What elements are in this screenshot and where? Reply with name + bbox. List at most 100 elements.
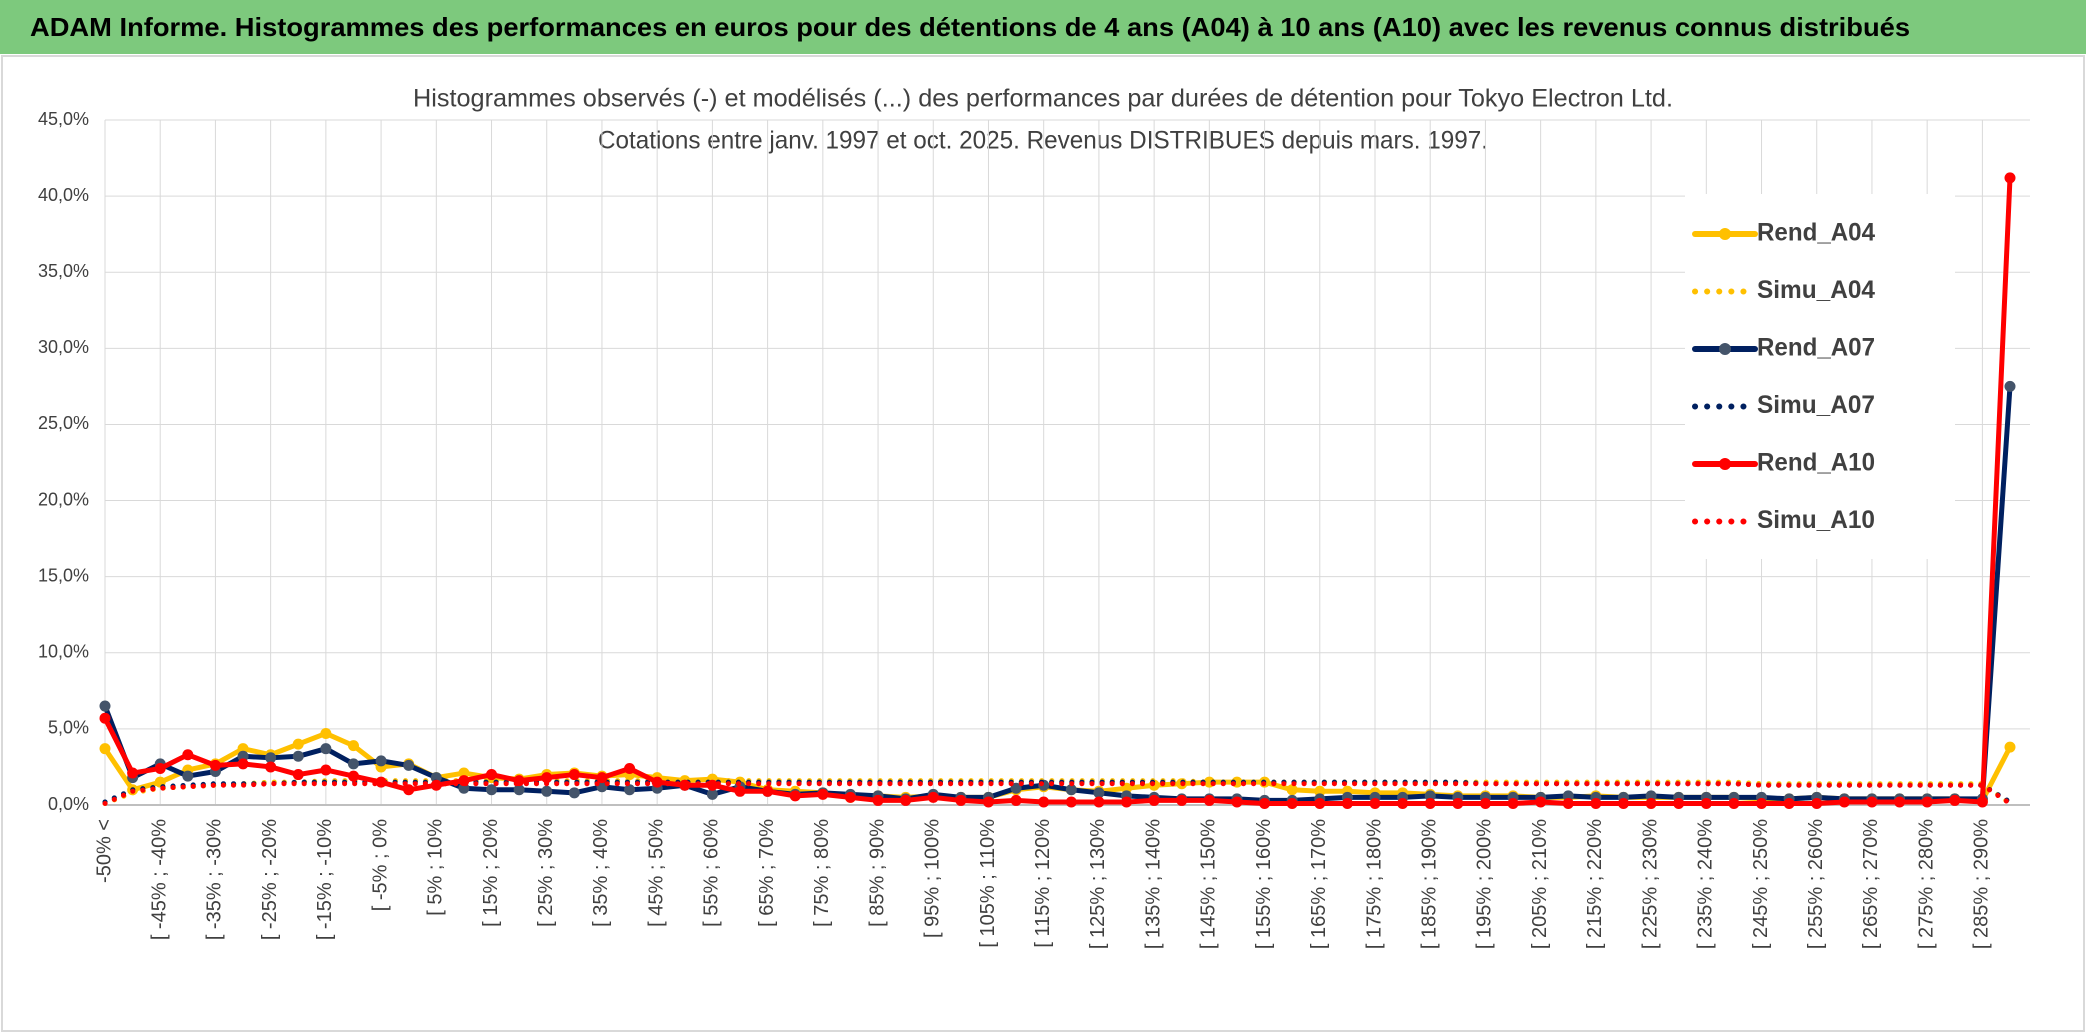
x-tick-label: [ 265% ; 270%	[1860, 819, 1882, 949]
point	[1010, 794, 1022, 806]
point	[182, 749, 194, 761]
point	[1617, 797, 1629, 809]
x-tick-label: [ 185% ; 190%	[1418, 819, 1440, 949]
point	[734, 785, 746, 797]
point	[1259, 797, 1271, 809]
observed-line	[102, 175, 2013, 806]
point	[1894, 796, 1906, 808]
point	[182, 770, 194, 782]
x-tick-label: [ 235% ; 240%	[1695, 819, 1717, 949]
point	[1756, 797, 1768, 809]
point	[486, 784, 498, 796]
x-tick-label: [ 145% ; 150%	[1198, 819, 1220, 949]
x-tick-label: [ 115% ; 120%	[1032, 819, 1054, 948]
point	[568, 787, 580, 799]
point	[1866, 796, 1878, 808]
header-title: ADAM Informe. Histogrammes des performan…	[30, 12, 1910, 42]
x-tick-label: [ 215% ; 220%	[1584, 819, 1606, 949]
legend-label: Rend_A10	[1757, 449, 1875, 477]
point	[127, 767, 139, 779]
x-tick-label: [ 225% ; 230%	[1639, 819, 1661, 949]
point	[1231, 796, 1243, 808]
point	[982, 796, 994, 808]
point	[347, 740, 359, 752]
point	[347, 770, 359, 782]
point	[1976, 796, 1988, 808]
point	[320, 727, 332, 739]
point	[1093, 787, 1105, 799]
x-tick-label: [ 285% ; 290%	[1971, 819, 1993, 949]
point	[1314, 797, 1326, 809]
point	[1369, 797, 1381, 809]
point	[292, 769, 304, 781]
point	[624, 784, 636, 796]
x-tick-label: [ 75% ; 80%	[811, 819, 833, 927]
point	[844, 791, 856, 803]
point	[1673, 797, 1685, 809]
point	[596, 772, 608, 784]
x-tick-label: [ -35% ; -30%	[204, 819, 226, 940]
x-tick-label: [ 95% ; 100%	[922, 819, 944, 938]
point	[403, 784, 415, 796]
point	[1286, 784, 1298, 796]
x-tick-label: [ -15% ; -10%	[314, 819, 336, 940]
x-tick-label: [ 135% ; 140%	[1142, 819, 1164, 949]
legend-box	[1685, 194, 1955, 559]
point	[1286, 797, 1298, 809]
point	[1535, 796, 1547, 808]
y-tick-label: 35,0%	[38, 261, 89, 281]
point	[486, 769, 498, 781]
point	[209, 759, 221, 771]
point	[1341, 797, 1353, 809]
point	[1728, 797, 1740, 809]
point	[1645, 797, 1657, 809]
x-tick-label: [ 255% ; 260%	[1805, 819, 1827, 949]
y-tick-label: 45,0%	[38, 109, 89, 129]
point	[1783, 797, 1795, 809]
point	[817, 788, 829, 800]
point	[541, 785, 553, 797]
point	[99, 743, 111, 755]
point	[403, 759, 415, 771]
point	[1452, 797, 1464, 809]
header-bar	[0, 0, 2086, 54]
x-tick-label: [ 275% ; 280%	[1915, 819, 1937, 949]
y-tick-label: 10,0%	[38, 642, 89, 662]
point	[154, 762, 166, 774]
point	[1038, 796, 1050, 808]
point	[1203, 794, 1215, 806]
x-tick-label: [ -5% ; 0%	[369, 819, 391, 911]
point	[900, 794, 912, 806]
point	[375, 755, 387, 767]
point	[789, 790, 801, 802]
point	[1065, 784, 1077, 796]
point	[347, 758, 359, 770]
x-tick-label: [ -25% ; -20%	[259, 819, 281, 940]
point	[1949, 794, 1961, 806]
point	[1645, 790, 1657, 802]
point	[1838, 796, 1850, 808]
point	[1093, 796, 1105, 808]
x-tick-label: [ 125% ; 130%	[1087, 819, 1109, 949]
point	[1065, 796, 1077, 808]
x-tick-label: [ 15% ; 20%	[480, 819, 502, 927]
point	[2004, 172, 2016, 184]
point	[2004, 380, 2016, 392]
x-tick-label: [ 245% ; 250%	[1750, 819, 1772, 949]
point	[706, 788, 718, 800]
y-tick-label: 5,0%	[48, 718, 89, 738]
point	[237, 743, 249, 755]
point	[237, 758, 249, 770]
x-tick-label: [ 85% ; 90%	[866, 819, 888, 927]
point	[1479, 797, 1491, 809]
chart-border	[1, 55, 2085, 1032]
point	[1921, 796, 1933, 808]
observed-line	[102, 383, 2013, 803]
point	[265, 761, 277, 773]
point	[1424, 790, 1436, 802]
point	[1562, 797, 1574, 809]
point	[513, 784, 525, 796]
y-tick-label: 15,0%	[38, 565, 89, 585]
x-tick-label: [ 65% ; 70%	[756, 819, 778, 927]
legend-marker	[1719, 228, 1731, 240]
